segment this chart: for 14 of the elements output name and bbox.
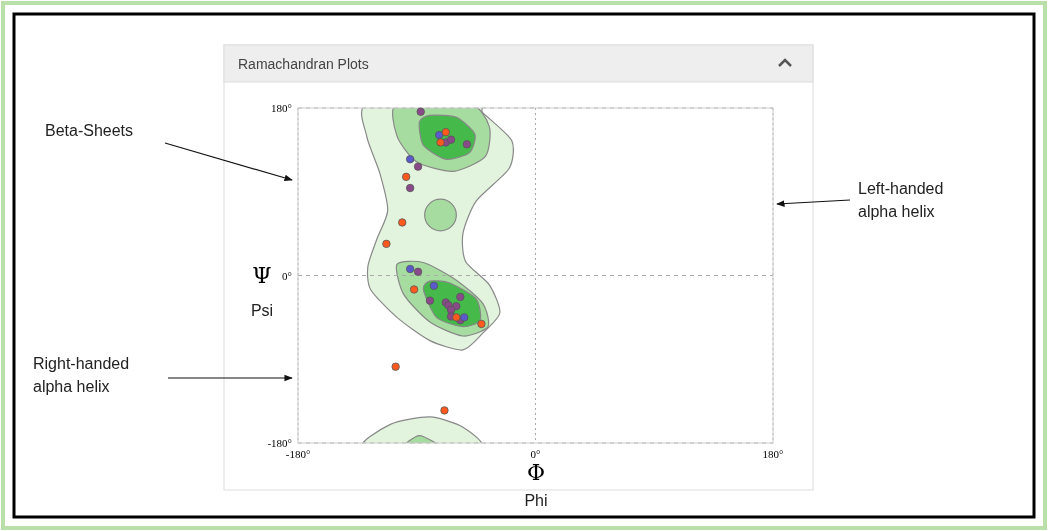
y-axis-title: Ψ — [252, 263, 272, 288]
text: Right-handed alpha helix — [33, 355, 130, 395]
x-axis-title: Φ — [526, 460, 546, 485]
chart-title: Ramachandran Plots — [238, 56, 369, 72]
y-tick-label: 0° — [282, 269, 292, 282]
text: Phi — [524, 492, 548, 509]
text: Psi — [250, 302, 274, 319]
x-tick-label: 180° — [762, 448, 784, 460]
y-tick-label: -180° — [267, 437, 292, 449]
x-tick-label: -180° — [285, 448, 311, 460]
text: Left-handed alpha helix — [858, 180, 944, 220]
y-tick-label: 180° — [271, 102, 292, 114]
x-tick-label: 0° — [530, 448, 541, 460]
text: Beta-Sheets — [45, 122, 134, 139]
